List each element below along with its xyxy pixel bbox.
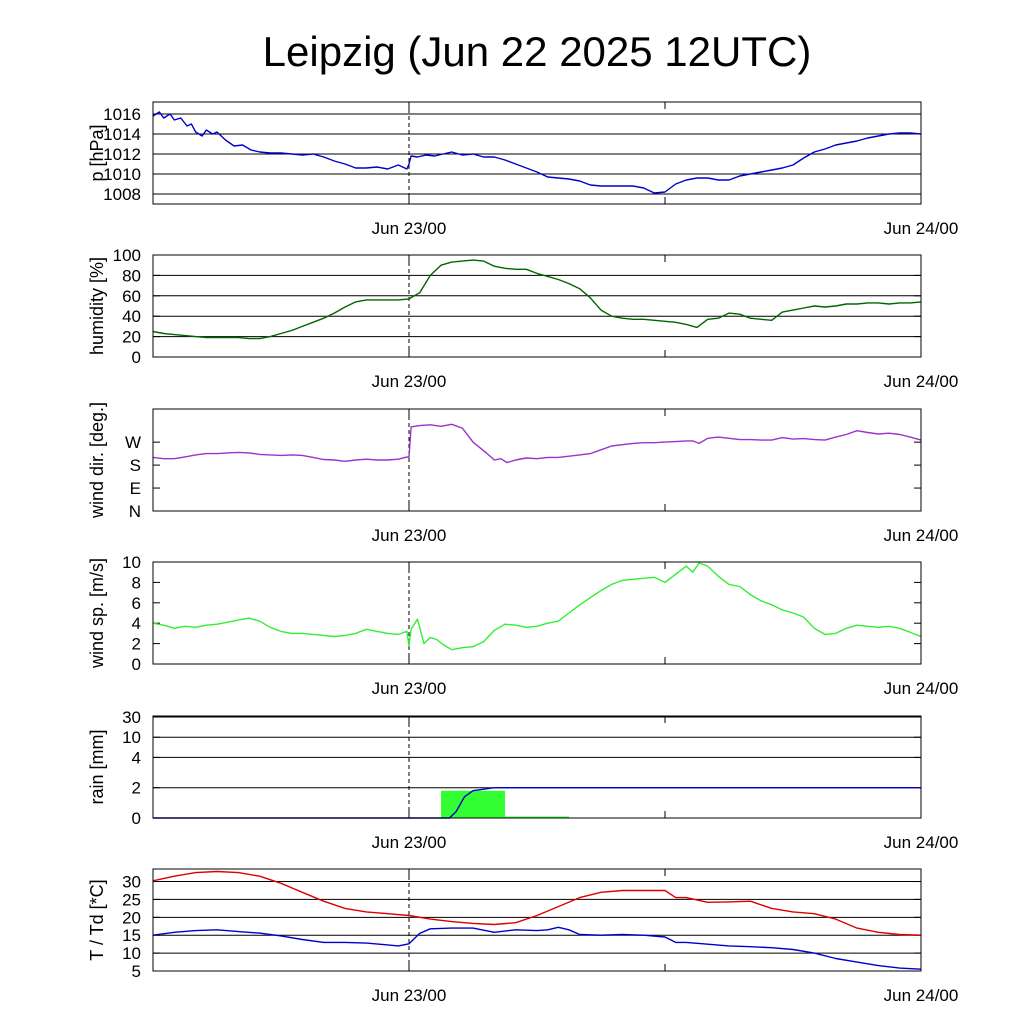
y-tick-label: 25	[122, 890, 141, 909]
panel-frame	[152, 715, 922, 819]
y-axis-label: humidity [%]	[87, 257, 107, 355]
y-tick-label: 1008	[103, 185, 141, 204]
y-tick-label: S	[130, 456, 141, 475]
y-tick-label: 20	[122, 908, 141, 927]
y-tick-label: 30	[122, 873, 141, 892]
x-tick-label: Jun 24/00	[884, 679, 959, 698]
y-tick-label: 1012	[103, 145, 141, 164]
y-tick-label: 2	[132, 779, 141, 798]
rain-bar	[441, 790, 505, 818]
y-tick-label: 6	[132, 594, 141, 613]
y-tick-label: 100	[113, 246, 141, 265]
rain-bar	[505, 816, 569, 818]
y-tick-label: 8	[132, 573, 141, 592]
y-axis-label: T / Td [*C]	[87, 879, 107, 960]
x-tick-label: Jun 23/00	[372, 372, 447, 391]
series-line-0	[152, 259, 922, 340]
y-tick-label: 10	[122, 728, 141, 747]
x-tick-label: Jun 24/00	[884, 372, 959, 391]
series-line-0	[153, 787, 921, 819]
y-axis-label: p [hPa]	[87, 124, 107, 181]
panel-3: 02 46 810 Jun 23/00 Jun 24/00 wind sp. [m/s]	[87, 553, 958, 698]
y-tick-label: 5	[132, 962, 141, 981]
x-tick-label: Jun 23/00	[372, 526, 447, 545]
x-tick-label: Jun 23/00	[372, 219, 447, 238]
y-tick-label: W	[125, 433, 141, 452]
series-line-0	[152, 111, 922, 194]
series-line-0	[152, 870, 922, 936]
x-tick-label: Jun 24/00	[884, 986, 959, 1005]
y-tick-label: 30	[122, 708, 141, 727]
y-tick-label: 2	[132, 635, 141, 654]
x-tick-label: Jun 24/00	[884, 526, 959, 545]
panel-frame	[152, 254, 922, 358]
y-tick-label: 60	[122, 287, 141, 306]
y-axis-label: wind sp. [m/s]	[87, 558, 107, 669]
y-tick-label: 10	[122, 944, 141, 963]
y-tick-label: 1016	[103, 105, 141, 124]
x-tick-label: Jun 23/00	[372, 679, 447, 698]
series-line-0	[152, 423, 922, 464]
y-tick-label: 4	[132, 748, 141, 767]
x-tick-label: Jun 23/00	[372, 833, 447, 852]
y-tick-label: 15	[122, 926, 141, 945]
y-tick-label: 0	[132, 809, 141, 828]
y-axis-label: wind dir. [deg.]	[87, 402, 107, 519]
x-tick-label: Jun 24/00	[884, 219, 959, 238]
series-line-0	[152, 562, 922, 651]
panel-frame	[152, 101, 922, 205]
x-tick-label: Jun 24/00	[884, 833, 959, 852]
y-tick-label: 20	[122, 328, 141, 347]
panel-frame	[152, 868, 922, 972]
y-axis-label: rain [mm]	[87, 729, 107, 804]
panel-frame	[152, 408, 922, 512]
x-tick-label: Jun 23/00	[372, 986, 447, 1005]
y-tick-label: 1010	[103, 165, 141, 184]
panel-frame	[152, 561, 922, 665]
y-tick-label: 80	[122, 266, 141, 285]
y-tick-label: 0	[132, 348, 141, 367]
chart-title: Leipzig (Jun 22 2025 12UTC)	[263, 28, 812, 75]
y-tick-label: 40	[122, 307, 141, 326]
y-tick-label: 1014	[103, 125, 141, 144]
y-tick-label: N	[129, 502, 141, 521]
series-line-1	[152, 926, 922, 970]
y-tick-label: 4	[132, 614, 141, 633]
y-tick-label: 10	[122, 553, 141, 572]
y-tick-label: E	[130, 479, 141, 498]
y-tick-label: 0	[132, 655, 141, 674]
